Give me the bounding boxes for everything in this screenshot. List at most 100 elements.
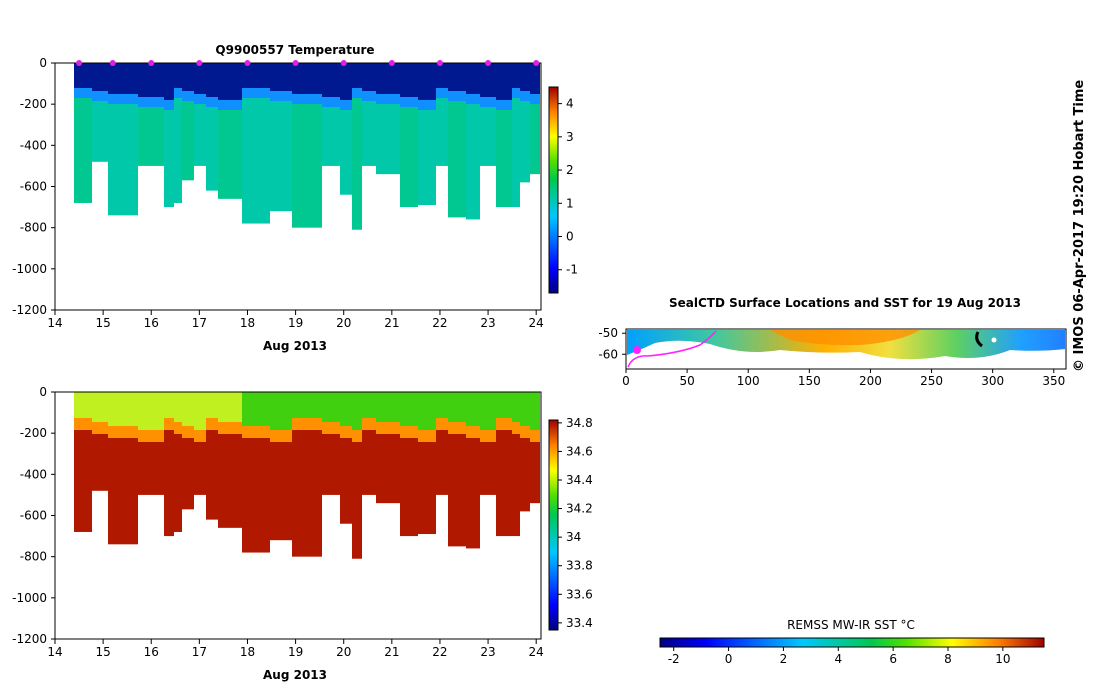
- salinity-cell: [206, 430, 218, 520]
- salinity-cell: [436, 430, 448, 495]
- temperature-y-tick-label: -400: [20, 138, 47, 152]
- sst-colorbar-ticks: -2 0 2 4 6 8 10: [668, 647, 1010, 666]
- salinity-x-tick-label: 15: [95, 645, 110, 659]
- salinity-x-tick-label: 22: [432, 645, 447, 659]
- salinity-y-tick-label: -800: [20, 550, 47, 564]
- salinity-colorbar-tick-label: 34.4: [566, 473, 593, 487]
- salinity-cell: [194, 442, 206, 495]
- temperature-cell: [182, 91, 194, 101]
- temperature-cell: [164, 110, 174, 208]
- salinity-cell: [496, 430, 512, 537]
- temperature-y-tick-label: 0: [39, 56, 47, 70]
- profile-marker: [388, 60, 395, 66]
- salinity-y-tick-label: -1000: [12, 591, 47, 605]
- profile-marker: [109, 60, 116, 66]
- salinity-cell: [174, 392, 182, 422]
- temperature-cell: [292, 63, 322, 94]
- salinity-cell: [182, 426, 194, 438]
- temperature-cell: [218, 63, 242, 100]
- temperature-cell: [448, 101, 466, 218]
- temperature-cell: [74, 63, 92, 88]
- temperature-cell: [138, 97, 164, 107]
- temperature-cell: [322, 107, 340, 166]
- map-x-tick-label: 100: [737, 374, 760, 388]
- sst-colorbar-tick-label: 6: [889, 652, 897, 666]
- salinity-cell: [108, 438, 138, 545]
- salinity-cell: [218, 422, 242, 434]
- temperature-cell: [292, 104, 322, 228]
- temperature-x-tick-label: 20: [336, 316, 351, 330]
- temperature-cell: [352, 63, 362, 88]
- temperature-cell: [174, 63, 182, 88]
- salinity-cell: [530, 392, 540, 430]
- salinity-colorbar-tick-label: 34.6: [566, 444, 593, 458]
- salinity-cell: [362, 392, 376, 418]
- temperature-cell: [182, 101, 194, 181]
- salinity-cell: [92, 422, 108, 434]
- temperature-colorbar-tick-label: -1: [566, 263, 578, 277]
- temperature-x-tick-label: 21: [384, 316, 399, 330]
- temperature-cell: [138, 107, 164, 166]
- sst-colorbar-tick-label: -2: [668, 652, 680, 666]
- temperature-y-tick-label: -800: [20, 221, 47, 235]
- temperature-cell: [436, 63, 448, 88]
- temperature-x-tick-label: 22: [432, 316, 447, 330]
- map-x-tick-label: 150: [798, 374, 821, 388]
- temperature-cell: [520, 91, 530, 101]
- salinity-cell: [164, 418, 174, 430]
- temperature-colorbar-tick-label: 1: [566, 196, 574, 210]
- temperature-cell: [448, 91, 466, 101]
- temperature-cell: [74, 88, 92, 98]
- salinity-colorbar-tick-label: 33.6: [566, 587, 593, 601]
- salinity-colorbar-tick-label: 34: [566, 530, 581, 544]
- temperature-colorbar-tick-label: 0: [566, 230, 574, 244]
- temperature-cell: [512, 63, 520, 88]
- salinity-cell: [400, 426, 418, 438]
- sst-colorbar-bar: [659, 637, 1045, 648]
- salinity-colorbar-tick-label: 33.8: [566, 559, 593, 573]
- temperature-cell: [182, 63, 194, 91]
- temperature-cell: [376, 104, 400, 175]
- salinity-cell: [270, 442, 292, 541]
- temperature-cell: [466, 63, 480, 94]
- salinity-cell: [242, 438, 270, 553]
- temperature-cell: [530, 94, 540, 104]
- temperature-cell: [242, 63, 270, 88]
- temperature-cell: [362, 63, 376, 91]
- salinity-cell: [418, 442, 436, 535]
- salinity-cell: [292, 418, 322, 430]
- temperature-y-ticks: 0 -200 -400 -600 -800 -1000 -1200: [12, 56, 55, 317]
- temperature-xlabel: Aug 2013: [263, 339, 327, 353]
- salinity-y-tick-label: -1200: [12, 632, 47, 646]
- salinity-cell: [74, 392, 92, 418]
- temperature-cell: [218, 110, 242, 199]
- salinity-cell: [530, 442, 540, 504]
- profile-marker: [485, 60, 492, 66]
- temperature-cell: [436, 88, 448, 98]
- salinity-cell: [376, 392, 400, 422]
- map-y-tick-label: -60: [598, 347, 618, 361]
- salinity-cell: [362, 430, 376, 495]
- salinity-cell: [194, 430, 206, 442]
- temperature-colorbar-ticks: -1 0 1 2 3 4: [558, 97, 578, 277]
- salinity-cell: [322, 434, 340, 495]
- salinity-cell: [206, 418, 218, 430]
- salinity-cell: [182, 438, 194, 510]
- temperature-cell: [194, 63, 206, 94]
- map-x-tick-label: 300: [981, 374, 1004, 388]
- salinity-cell: [74, 430, 92, 532]
- temperature-cell: [400, 63, 418, 97]
- temperature-cell: [376, 63, 400, 94]
- profile-marker: [244, 60, 251, 66]
- temperature-x-tick-label: 17: [192, 316, 207, 330]
- temperature-cell: [496, 63, 512, 100]
- salinity-cell: [352, 430, 362, 442]
- salinity-x-ticks: 14 15 16 17 18 19 20 21 22 23 24: [47, 639, 544, 659]
- salinity-cell: [520, 392, 530, 426]
- imos-timestamp-label: © IMOS 06-Apr-2017 19:20 Hobart Time: [1072, 80, 1087, 372]
- temperature-cell: [418, 63, 436, 100]
- temperature-cell: [480, 97, 496, 107]
- salinity-colorbar-tick-label: 34.8: [566, 416, 593, 430]
- profile-marker: [436, 60, 443, 66]
- salinity-cell: [340, 426, 352, 438]
